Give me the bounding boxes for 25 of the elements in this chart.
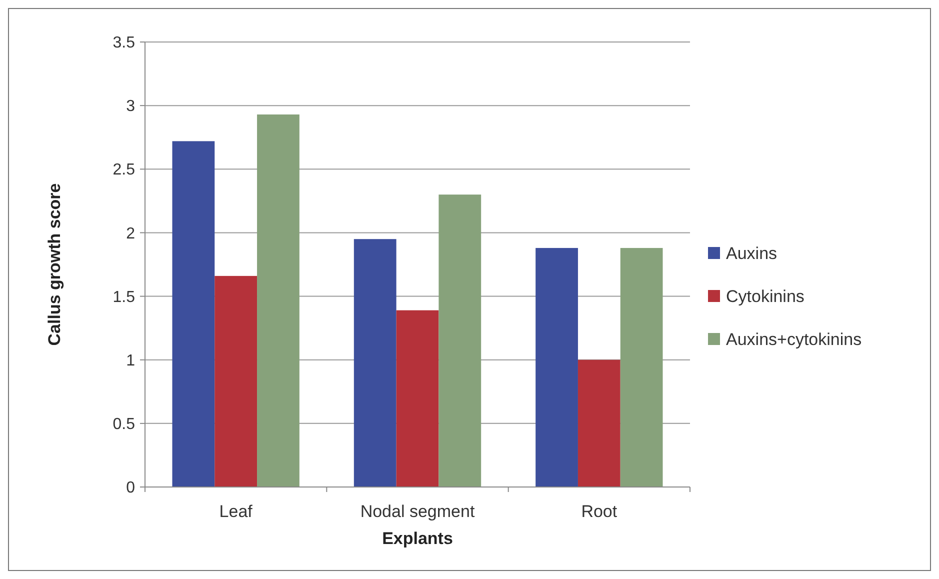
y-tick-label: 2 bbox=[126, 225, 136, 242]
y-tick-label: 0.5 bbox=[112, 416, 136, 434]
bar bbox=[354, 239, 396, 487]
bar bbox=[257, 114, 300, 487]
y-tick-label: 2.5 bbox=[112, 162, 136, 179]
bar bbox=[214, 276, 258, 487]
y-tick-label: 0 bbox=[126, 480, 136, 497]
x-tick-label: Root bbox=[581, 502, 618, 521]
y-axis-title: Callus growth score bbox=[45, 183, 64, 346]
y-tick-label: 1 bbox=[126, 352, 136, 370]
x-axis-title: Explants bbox=[382, 529, 453, 548]
bar bbox=[620, 248, 663, 487]
bar bbox=[578, 360, 620, 487]
legend-label: Cytokinins bbox=[726, 286, 804, 306]
bar bbox=[172, 141, 215, 487]
bar bbox=[536, 248, 578, 487]
x-tick-label: Nodal segment bbox=[360, 502, 475, 521]
y-tick-label: 3 bbox=[126, 98, 136, 116]
legend-label: Auxins bbox=[726, 244, 778, 263]
bar bbox=[396, 310, 439, 487]
y-tick-label: 1.5 bbox=[112, 288, 136, 306]
x-tick-label: Leaf bbox=[219, 502, 253, 521]
bar bbox=[438, 194, 482, 487]
y-tick-label: 3.5 bbox=[112, 34, 136, 52]
legend-label: Auxins+cytokinins bbox=[726, 330, 862, 349]
